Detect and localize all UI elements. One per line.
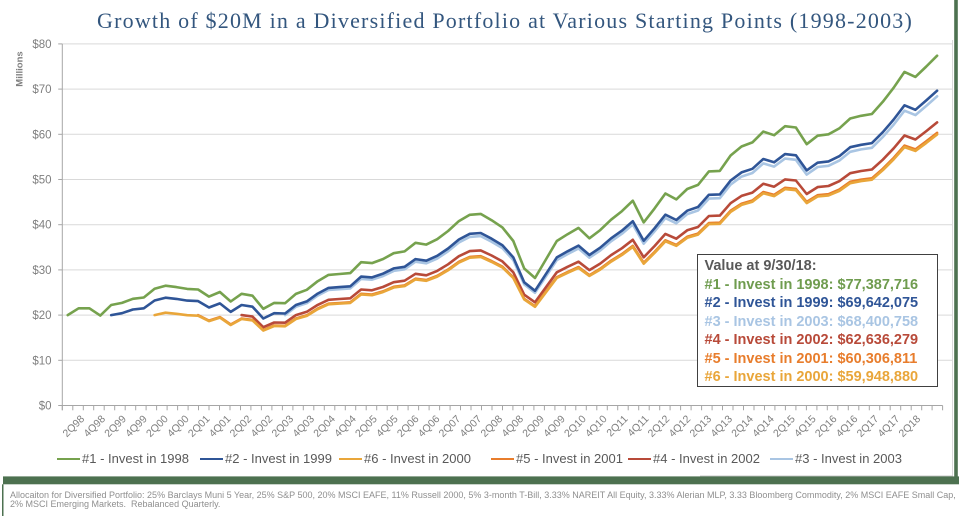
svg-text:2Q17: 2Q17: [855, 413, 882, 440]
svg-text:4Q17: 4Q17: [876, 413, 903, 440]
svg-text:4Q13: 4Q13: [708, 413, 735, 440]
svg-text:4Q99: 4Q99: [123, 413, 150, 440]
svg-text:2Q05: 2Q05: [353, 413, 380, 440]
svg-text:2Q11: 2Q11: [604, 413, 630, 439]
svg-text:4Q11: 4Q11: [625, 413, 651, 439]
svg-text:2Q98: 2Q98: [60, 413, 87, 440]
svg-text:$0: $0: [39, 401, 52, 413]
svg-text:2Q01: 2Q01: [186, 413, 213, 440]
svg-text:4Q02: 4Q02: [249, 413, 276, 440]
svg-text:4Q09: 4Q09: [541, 413, 568, 440]
svg-text:Millions: Millions: [15, 51, 26, 86]
svg-text:$60: $60: [32, 129, 51, 141]
svg-text:2Q07: 2Q07: [437, 413, 464, 440]
svg-text:4Q05: 4Q05: [374, 413, 401, 440]
svg-text:2Q16: 2Q16: [813, 413, 840, 440]
svg-text:2Q99: 2Q99: [102, 413, 129, 440]
svg-text:$30: $30: [32, 265, 51, 277]
svg-text:2Q00: 2Q00: [144, 413, 171, 440]
svg-text:2Q14: 2Q14: [729, 413, 756, 440]
svg-text:4Q01: 4Q01: [207, 413, 234, 440]
svg-text:2Q04: 2Q04: [311, 413, 338, 440]
svg-text:$70: $70: [32, 84, 51, 96]
svg-text:2Q10: 2Q10: [562, 413, 589, 440]
svg-text:$50: $50: [32, 175, 51, 187]
svg-text:2Q03: 2Q03: [269, 413, 296, 440]
svg-text:4Q10: 4Q10: [583, 413, 610, 440]
svg-text:4Q16: 4Q16: [834, 413, 861, 440]
svg-text:2Q06: 2Q06: [395, 413, 422, 440]
svg-text:4Q03: 4Q03: [290, 413, 317, 440]
svg-text:$10: $10: [32, 355, 51, 367]
svg-text:4Q98: 4Q98: [81, 413, 108, 440]
svg-text:4Q08: 4Q08: [499, 413, 526, 440]
svg-text:4Q15: 4Q15: [792, 413, 819, 440]
svg-text:2Q02: 2Q02: [228, 413, 255, 440]
svg-text:$20: $20: [32, 310, 51, 322]
svg-text:$80: $80: [32, 39, 51, 51]
svg-text:2Q08: 2Q08: [478, 413, 505, 440]
svg-text:2Q09: 2Q09: [520, 413, 547, 440]
svg-text:2Q13: 2Q13: [687, 413, 714, 440]
svg-text:$40: $40: [32, 220, 51, 232]
svg-text:4Q06: 4Q06: [416, 413, 443, 440]
svg-text:4Q04: 4Q04: [332, 413, 359, 440]
svg-text:4Q14: 4Q14: [750, 413, 777, 440]
svg-text:2Q18: 2Q18: [896, 413, 923, 440]
svg-text:4Q12: 4Q12: [667, 413, 694, 440]
svg-text:4Q07: 4Q07: [458, 413, 485, 440]
svg-text:2Q15: 2Q15: [771, 413, 798, 440]
svg-text:2Q12: 2Q12: [646, 413, 673, 440]
svg-text:4Q00: 4Q00: [165, 413, 192, 440]
